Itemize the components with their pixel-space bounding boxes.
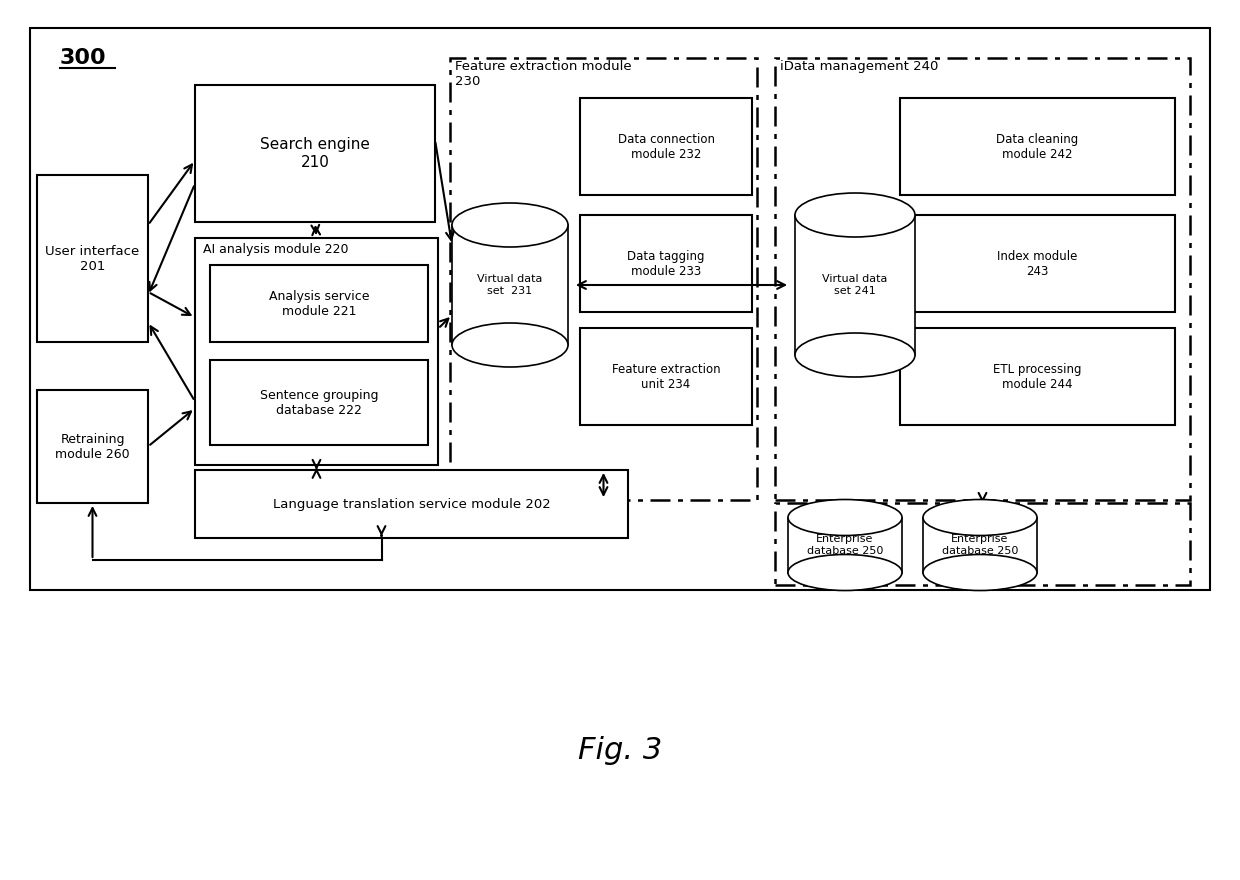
Bar (775, 503, 1190, 585)
Ellipse shape (453, 203, 568, 247)
Text: ETL processing
module 244: ETL processing module 244 (993, 363, 1081, 391)
Bar (453, 225, 568, 345)
Text: Language translation service module 202: Language translation service module 202 (273, 497, 551, 510)
Bar (210, 265, 428, 342)
Text: Virtual data
set 241: Virtual data set 241 (822, 275, 888, 296)
Bar (900, 98, 1176, 195)
Text: Index module
243: Index module 243 (997, 250, 1078, 277)
Bar (923, 517, 1037, 573)
Bar (195, 238, 438, 465)
Bar (580, 328, 751, 425)
Ellipse shape (795, 193, 915, 237)
Ellipse shape (923, 500, 1037, 536)
Text: Enterprise
database 250: Enterprise database 250 (807, 534, 883, 556)
Bar (195, 85, 435, 222)
Text: Data tagging
module 233: Data tagging module 233 (627, 250, 704, 277)
Bar (37, 390, 148, 503)
Bar (30, 28, 1210, 590)
Text: Feature extraction
unit 234: Feature extraction unit 234 (611, 363, 720, 391)
Text: Enterprise
database 250: Enterprise database 250 (942, 534, 1018, 556)
Text: Fig. 3: Fig. 3 (578, 736, 662, 765)
Text: Feature extraction module
230: Feature extraction module 230 (455, 60, 631, 88)
Ellipse shape (795, 333, 915, 377)
Bar (195, 470, 627, 538)
Bar (900, 328, 1176, 425)
Bar (775, 58, 1190, 500)
Text: Data connection
module 232: Data connection module 232 (618, 133, 714, 160)
Text: Retraining
module 260: Retraining module 260 (56, 432, 130, 460)
Text: AI analysis module 220: AI analysis module 220 (203, 243, 348, 256)
Text: iData management 240: iData management 240 (780, 60, 939, 73)
Ellipse shape (787, 500, 901, 536)
Text: User interface
201: User interface 201 (46, 245, 140, 273)
Bar (580, 98, 751, 195)
Text: Virtual data
set  231: Virtual data set 231 (477, 275, 543, 296)
Bar (580, 215, 751, 312)
Text: Data cleaning
module 242: Data cleaning module 242 (997, 133, 1079, 160)
Bar (787, 517, 901, 573)
Ellipse shape (453, 323, 568, 367)
Text: Search engine
210: Search engine 210 (260, 137, 370, 170)
Bar (210, 360, 428, 445)
Bar (37, 175, 148, 342)
Ellipse shape (787, 554, 901, 590)
Text: Analysis service
module 221: Analysis service module 221 (269, 290, 370, 318)
Ellipse shape (923, 554, 1037, 590)
Text: Sentence grouping
database 222: Sentence grouping database 222 (259, 388, 378, 416)
Bar (795, 215, 915, 355)
Bar (900, 215, 1176, 312)
Bar (450, 58, 756, 500)
Text: 300: 300 (60, 48, 107, 68)
